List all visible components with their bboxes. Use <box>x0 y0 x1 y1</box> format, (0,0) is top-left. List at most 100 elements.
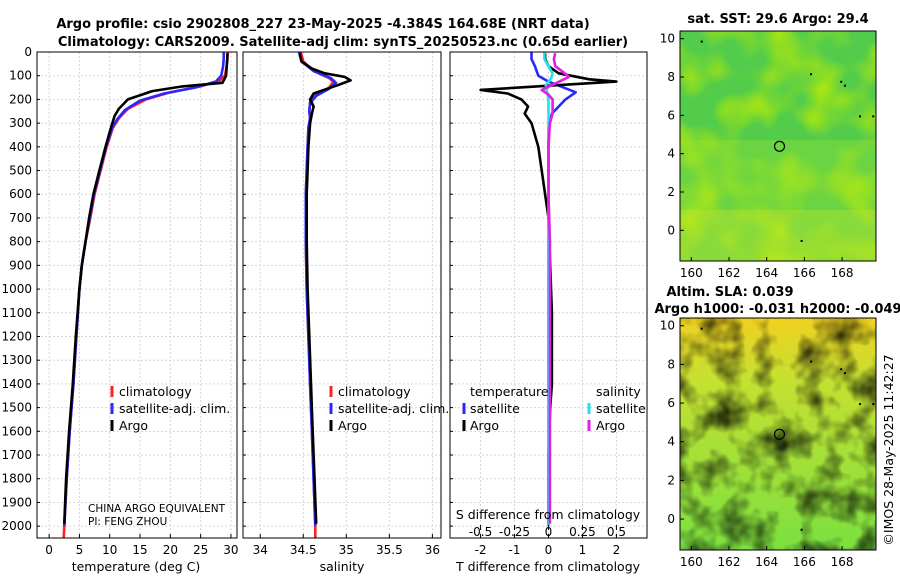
series-argo <box>63 53 229 524</box>
note-line-1: CHINA ARGO EQUIVALENT <box>88 503 226 515</box>
y-tick-label: 1900 <box>1 495 32 509</box>
legend-t-argo-label: Argo <box>470 418 499 433</box>
map-x-tick-label: 162 <box>718 555 741 569</box>
x-tick-label: 20 <box>163 543 178 557</box>
x-tick-label: 36 <box>425 543 440 557</box>
legend-s-satellite-label: satellite <box>596 401 646 416</box>
legend-satellite-label: satellite-adj. clim. <box>338 401 449 416</box>
argo-float-marker <box>773 140 786 152</box>
y-tick-label: 1000 <box>1 282 32 296</box>
island-speck <box>810 360 813 363</box>
difference-legend: temperature satellite Argo salinity sate… <box>462 384 646 433</box>
island-speck <box>810 73 813 76</box>
y-tick-label: 200 <box>9 92 32 106</box>
temperature-xlabel: temperature (deg C) <box>72 559 201 574</box>
x-tick-label: -1 <box>509 543 521 557</box>
legend-temperature-heading: temperature <box>470 384 549 399</box>
map-x-tick-label: 162 <box>718 266 741 280</box>
x-tick-label: 35 <box>339 543 354 557</box>
y-tick-label: 800 <box>9 235 32 249</box>
x-tick-label: 2 <box>613 543 621 557</box>
island-speck <box>843 372 846 375</box>
series-salinity-argo <box>540 52 571 524</box>
x2-tick-label: -0.25 <box>499 525 530 539</box>
island-speck <box>700 40 703 43</box>
salinity-legend: climatology satellite-adj. clim. Argo <box>329 384 449 433</box>
legend-climatology-label: climatology <box>338 384 411 399</box>
legend-t-satellite-label: satellite <box>470 401 520 416</box>
island-speck <box>859 115 862 118</box>
y-tick-label: 100 <box>9 69 32 83</box>
island-speck <box>800 528 803 531</box>
legend-climatology-label: climatology <box>119 384 192 399</box>
map-x-tick-label: 164 <box>755 555 778 569</box>
map-x-tick-label: 160 <box>680 555 703 569</box>
map-y-tick-label: 8 <box>667 357 675 371</box>
sla-map-image <box>680 318 876 550</box>
island-speck <box>872 115 875 118</box>
sst-map-image <box>680 31 876 261</box>
x-tick-label: 5 <box>76 543 84 557</box>
map-y-tick-label: 4 <box>667 435 675 449</box>
sla-map-axes: 160 162 164 166 168 0 2 4 6 8 10 <box>660 317 877 569</box>
legend-s-argo-label: Argo <box>596 418 625 433</box>
salinity-xlabel: salinity <box>320 559 365 574</box>
map-x-tick-label: 160 <box>680 266 703 280</box>
y-tick-label: 1800 <box>1 472 32 486</box>
y-tick-label: 1100 <box>1 306 32 320</box>
map-y-tick-label: 0 <box>667 223 675 237</box>
map-y-tick-label: 0 <box>667 512 675 526</box>
y-tick-label: 1200 <box>1 329 32 343</box>
salinity-panel: 34 34.5 35 35.5 36 <box>242 51 442 557</box>
series-climatology <box>62 51 230 539</box>
s-difference-xlabel: S difference from climatology <box>456 507 641 522</box>
island-speck <box>859 403 862 406</box>
map-y-tick-label: 2 <box>667 473 675 487</box>
map-x-tick-label: 164 <box>755 266 778 280</box>
map-frame <box>679 317 877 551</box>
island-speck <box>840 368 843 371</box>
note-line-2: PI: FENG ZHOU <box>88 516 167 528</box>
x-tick-label: 30 <box>223 543 238 557</box>
temperature-panel: 0 5 10 15 20 25 300100200300400500600700800900… <box>1 45 238 557</box>
x-tick-label: 1 <box>579 543 587 557</box>
map-y-tick-label: 4 <box>667 147 675 161</box>
argo-float-marker <box>773 428 786 440</box>
temperature-legend: climatology satellite-adj. clim. Argo <box>110 384 230 433</box>
series-argo <box>298 52 352 524</box>
map-x-tick-label: 166 <box>793 266 816 280</box>
legend-argo-label: Argo <box>119 418 148 433</box>
x-tick-label: 10 <box>102 543 117 557</box>
y-tick-label: 1700 <box>1 448 32 462</box>
sst-map-axes: 160 162 164 166 168 0 2 4 6 8 10 <box>660 30 877 280</box>
y-tick-label: 0 <box>24 45 32 59</box>
map-y-tick-label: 10 <box>660 319 675 333</box>
y-tick-label: 1400 <box>1 377 32 391</box>
series-temperature-argo <box>479 53 618 524</box>
map-x-tick-label: 168 <box>831 266 854 280</box>
x-tick-label: 15 <box>132 543 147 557</box>
title-line-2: Climatology: CARS2009. Satellite-adj cli… <box>58 35 628 50</box>
x-tick-label: -2 <box>475 543 487 557</box>
y-tick-label: 2000 <box>1 519 32 533</box>
island-speck <box>700 327 703 330</box>
x-tick-label: 34 <box>253 543 268 557</box>
x2-tick-label: 0.25 <box>569 525 596 539</box>
map-x-tick-label: 166 <box>793 555 816 569</box>
series-climatology <box>299 51 335 538</box>
island-speck <box>840 80 843 83</box>
map-frame <box>679 30 877 262</box>
x-tick-label: 35.5 <box>376 543 403 557</box>
y-tick-label: 700 <box>9 211 32 225</box>
t-difference-xlabel: T difference from climatology <box>455 559 641 574</box>
y-tick-label: 1300 <box>1 353 32 367</box>
title-line-1: Argo profile: csio 2902808_227 23-May-20… <box>56 17 589 32</box>
y-tick-label: 1600 <box>1 424 32 438</box>
y-tick-label: 300 <box>9 116 32 130</box>
y-tick-label: 1500 <box>1 401 32 415</box>
x2-tick-label: 0.5 <box>607 525 626 539</box>
sla-map-subtitle: Argo h1000: -0.031 h2000: -0.049 <box>654 302 900 317</box>
y-tick-label: 600 <box>9 187 32 201</box>
plot-frame <box>242 51 442 539</box>
legend-salinity-heading: salinity <box>596 384 641 399</box>
